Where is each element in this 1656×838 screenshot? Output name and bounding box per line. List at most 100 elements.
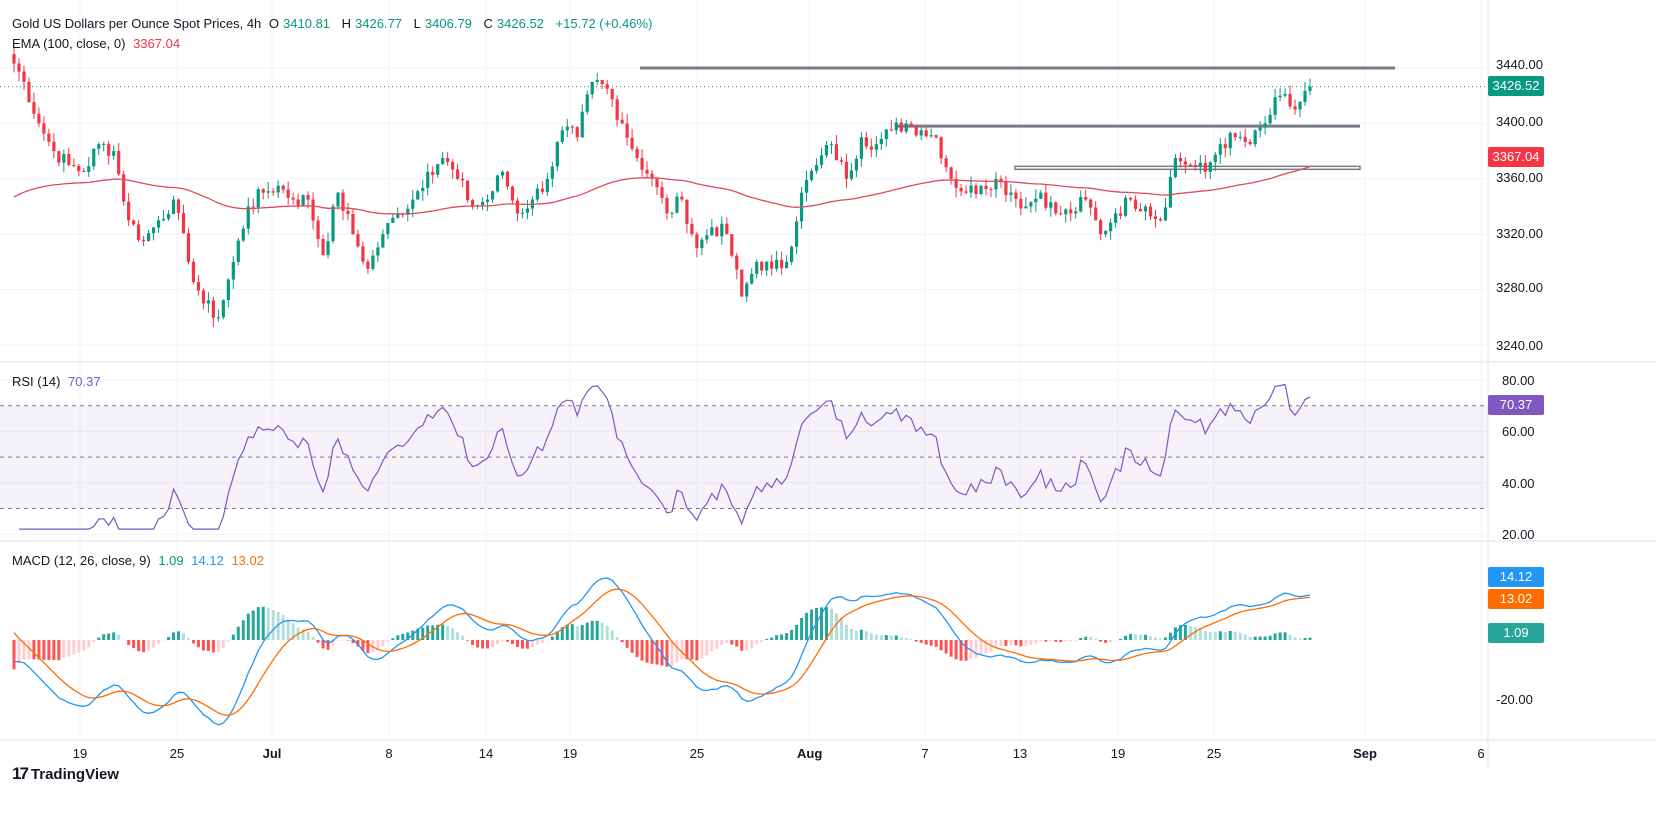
macd-histogram-bar [471,640,475,646]
macd-histogram-bar [261,606,265,640]
macd-histogram-bar [1134,634,1138,640]
macd-histogram-bar [1258,636,1262,640]
macd-histogram-bar [1308,637,1312,640]
time-tick: 13 [1012,746,1028,761]
candle [366,261,370,269]
macd-histogram-bar [894,635,898,640]
candle [929,135,933,137]
tradingview-logo[interactable]: 17 TradingView [12,764,119,784]
candle [12,54,16,64]
candle [142,239,146,242]
candle [271,191,275,193]
rsi-label: RSI (14) [12,374,61,389]
macd-histogram-bar [1049,640,1053,641]
candle [665,197,669,214]
candle [1208,162,1212,172]
candle [859,137,863,159]
candle [730,234,734,256]
macd-histogram-bar [1054,640,1058,642]
candle [62,154,66,163]
macd-histogram-bar [22,640,26,660]
candle [82,171,86,173]
macd-histogram-bar [530,640,534,648]
candle [1153,216,1158,219]
macd-histogram-bar [820,607,824,640]
time-tick: 7 [921,746,929,761]
macd-histogram-bar [540,640,544,643]
macd-histogram-bar [1079,638,1083,640]
candle [42,123,46,134]
candle [680,196,684,200]
macd-histogram-bar [1089,636,1093,640]
candle [1109,222,1113,232]
macd-histogram-bar [735,640,739,647]
candle [635,148,639,159]
candle [710,227,714,236]
price-tick: 3280.00 [1496,280,1543,295]
macd-histogram-bar [690,640,694,660]
macd-histogram-bar [964,640,968,661]
macd-histogram-bar [416,628,420,640]
candle [645,169,649,174]
candle [27,81,31,103]
time-tick: 25 [689,746,705,761]
macd-histogram-bar [625,640,629,648]
candle [480,201,485,206]
candle [1288,93,1292,107]
macd-histogram-bar [590,620,594,640]
macd-histogram-bar [1228,630,1232,640]
candle [361,246,365,262]
candle [994,178,998,190]
candle [490,191,495,200]
macd-histogram-bar [710,640,714,652]
candle [720,223,724,237]
candle [291,197,295,200]
candle [984,185,988,189]
candle [949,167,953,179]
macd-label: MACD (12, 26, close, 9) [12,553,151,568]
symbol-title: Gold US Dollars per Ounce Spot Prices, 4… [12,16,262,31]
ema-value: 3367.04 [133,36,181,51]
macd-histogram-bar [675,640,679,663]
candle [1044,192,1048,208]
candle [570,126,574,128]
macd-histogram-bar [321,640,325,649]
candle [1228,132,1232,149]
candle [436,164,440,175]
macd-histogram-bar [12,640,16,670]
candle [1268,114,1272,124]
low-value: 3406.79 [424,16,472,31]
candle [894,122,898,131]
macd-histogram-bar [82,640,86,651]
candle [829,144,834,146]
candle [1049,202,1053,208]
candle [1303,90,1307,102]
candle [959,187,963,192]
macd-histogram-bar [810,609,814,640]
candle [356,234,360,247]
candle [849,170,854,179]
candle [181,213,186,234]
macd-histogram-bar [889,635,893,640]
macd-histogram-bar [550,636,554,640]
macd-histogram-bar [451,628,455,640]
macd-histogram-bar [1034,640,1038,644]
last-price-tag: 3426.52 [1488,76,1544,96]
macd-histogram-bar [919,640,923,643]
candle [416,191,420,200]
macd-histogram-bar [72,640,76,655]
candle [176,199,181,214]
macd-histogram-bar [142,640,146,653]
candle [794,221,799,247]
macd-histogram-bar [276,611,280,640]
macd-histogram-bar [760,640,764,643]
macd-histogram-bar [705,640,709,656]
candle [241,228,245,241]
candle [735,255,739,270]
candle [1188,164,1192,166]
macd-histogram-bar [834,613,838,640]
time-tick: Sep [1353,746,1377,761]
macd-histogram-bar [351,640,355,644]
